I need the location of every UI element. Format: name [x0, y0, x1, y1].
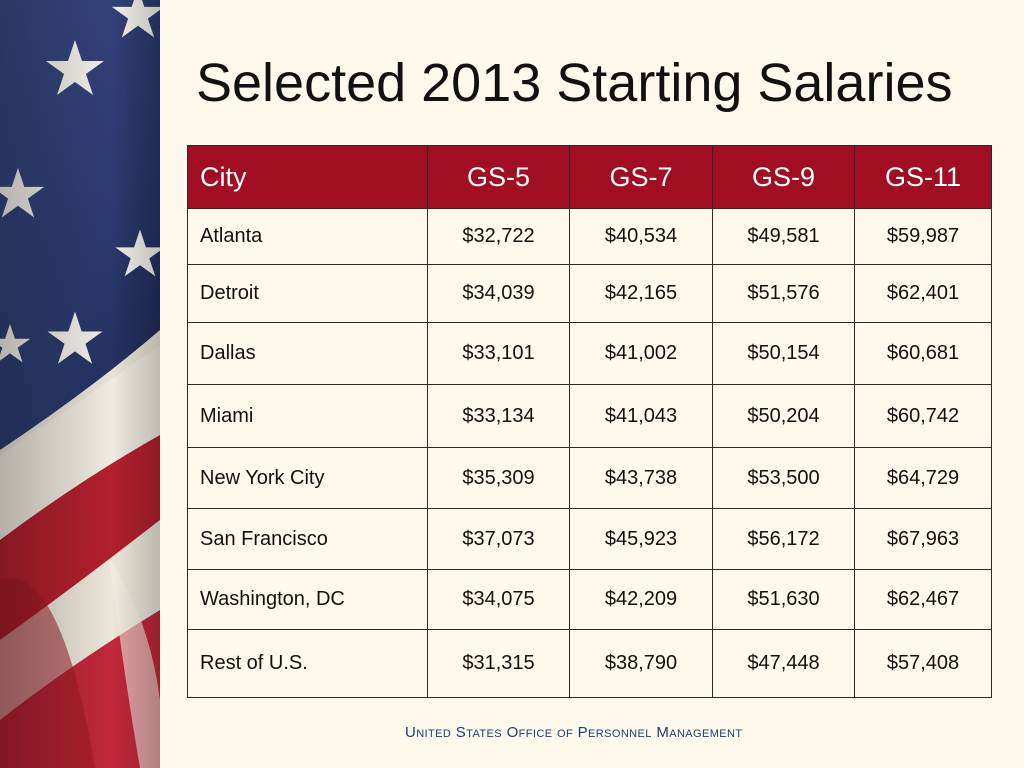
salary-cell: $60,681 [854, 322, 992, 385]
salary-cell: $59,987 [854, 208, 992, 265]
city-cell: Detroit [187, 264, 428, 323]
salary-cell: $51,576 [712, 264, 855, 323]
salary-cell: $50,204 [712, 384, 855, 448]
salary-cell: $67,963 [854, 508, 992, 570]
table-header-row: City GS-5 GS-7 GS-9 GS-11 [187, 145, 992, 209]
salary-cell: $31,315 [427, 629, 570, 698]
salary-cell: $33,134 [427, 384, 570, 448]
salary-cell: $56,172 [712, 508, 855, 570]
salary-cell: $38,790 [569, 629, 713, 698]
table-row: Miami $33,134 $41,043 $50,204 $60,742 [187, 384, 992, 448]
column-header-gs7: GS-7 [569, 145, 713, 209]
table-row: New York City $35,309 $43,738 $53,500 $64,72… [187, 447, 992, 509]
salary-cell: $45,923 [569, 508, 713, 570]
salary-cell: $35,309 [427, 447, 570, 509]
salary-cell: $42,209 [569, 569, 713, 630]
table-row: Detroit $34,039 $42,165 $51,576 $62,401 [187, 264, 992, 323]
city-cell: Washington, DC [187, 569, 428, 630]
city-cell: Miami [187, 384, 428, 448]
salary-cell: $40,534 [569, 208, 713, 265]
table-row: Washington, DC $34,075 $42,209 $51,630 $62,4… [187, 569, 992, 630]
salary-cell: $57,408 [854, 629, 992, 698]
salary-cell: $34,075 [427, 569, 570, 630]
column-header-city: City [187, 145, 428, 209]
table-row: Dallas $33,101 $41,002 $50,154 $60,681 [187, 322, 992, 385]
column-header-gs9: GS-9 [712, 145, 855, 209]
city-cell: San Francisco [187, 508, 428, 570]
salary-cell: $41,002 [569, 322, 713, 385]
salary-cell: $53,500 [712, 447, 855, 509]
salary-cell: $34,039 [427, 264, 570, 323]
table-row: Rest of U.S. $31,315 $38,790 $47,448 $57,408 [187, 629, 992, 698]
american-flag-image [0, 0, 160, 768]
salary-table: City GS-5 GS-7 GS-9 GS-11 Atlanta $32,722… [187, 145, 992, 698]
column-header-gs11: GS-11 [854, 145, 992, 209]
salary-cell: $64,729 [854, 447, 992, 509]
table-row: San Francisco $37,073 $45,923 $56,172 $67,96… [187, 508, 992, 570]
salary-cell: $32,722 [427, 208, 570, 265]
salary-cell: $50,154 [712, 322, 855, 385]
salary-cell: $62,401 [854, 264, 992, 323]
salary-cell: $41,043 [569, 384, 713, 448]
salary-cell: $43,738 [569, 447, 713, 509]
salary-cell: $47,448 [712, 629, 855, 698]
city-cell: Rest of U.S. [187, 629, 428, 698]
column-header-gs5: GS-5 [427, 145, 570, 209]
city-cell: Dallas [187, 322, 428, 385]
salary-cell: $51,630 [712, 569, 855, 630]
footer-agency-name: United States Office of Personnel Manage… [405, 724, 743, 741]
salary-cell: $37,073 [427, 508, 570, 570]
city-cell: New York City [187, 447, 428, 509]
city-cell: Atlanta [187, 208, 428, 265]
salary-cell: $60,742 [854, 384, 992, 448]
salary-cell: $49,581 [712, 208, 855, 265]
salary-cell: $62,467 [854, 569, 992, 630]
salary-cell: $42,165 [569, 264, 713, 323]
slide-title: Selected 2013 Starting Salaries [196, 53, 953, 113]
salary-cell: $33,101 [427, 322, 570, 385]
table-row: Atlanta $32,722 $40,534 $49,581 $59,987 [187, 208, 992, 265]
